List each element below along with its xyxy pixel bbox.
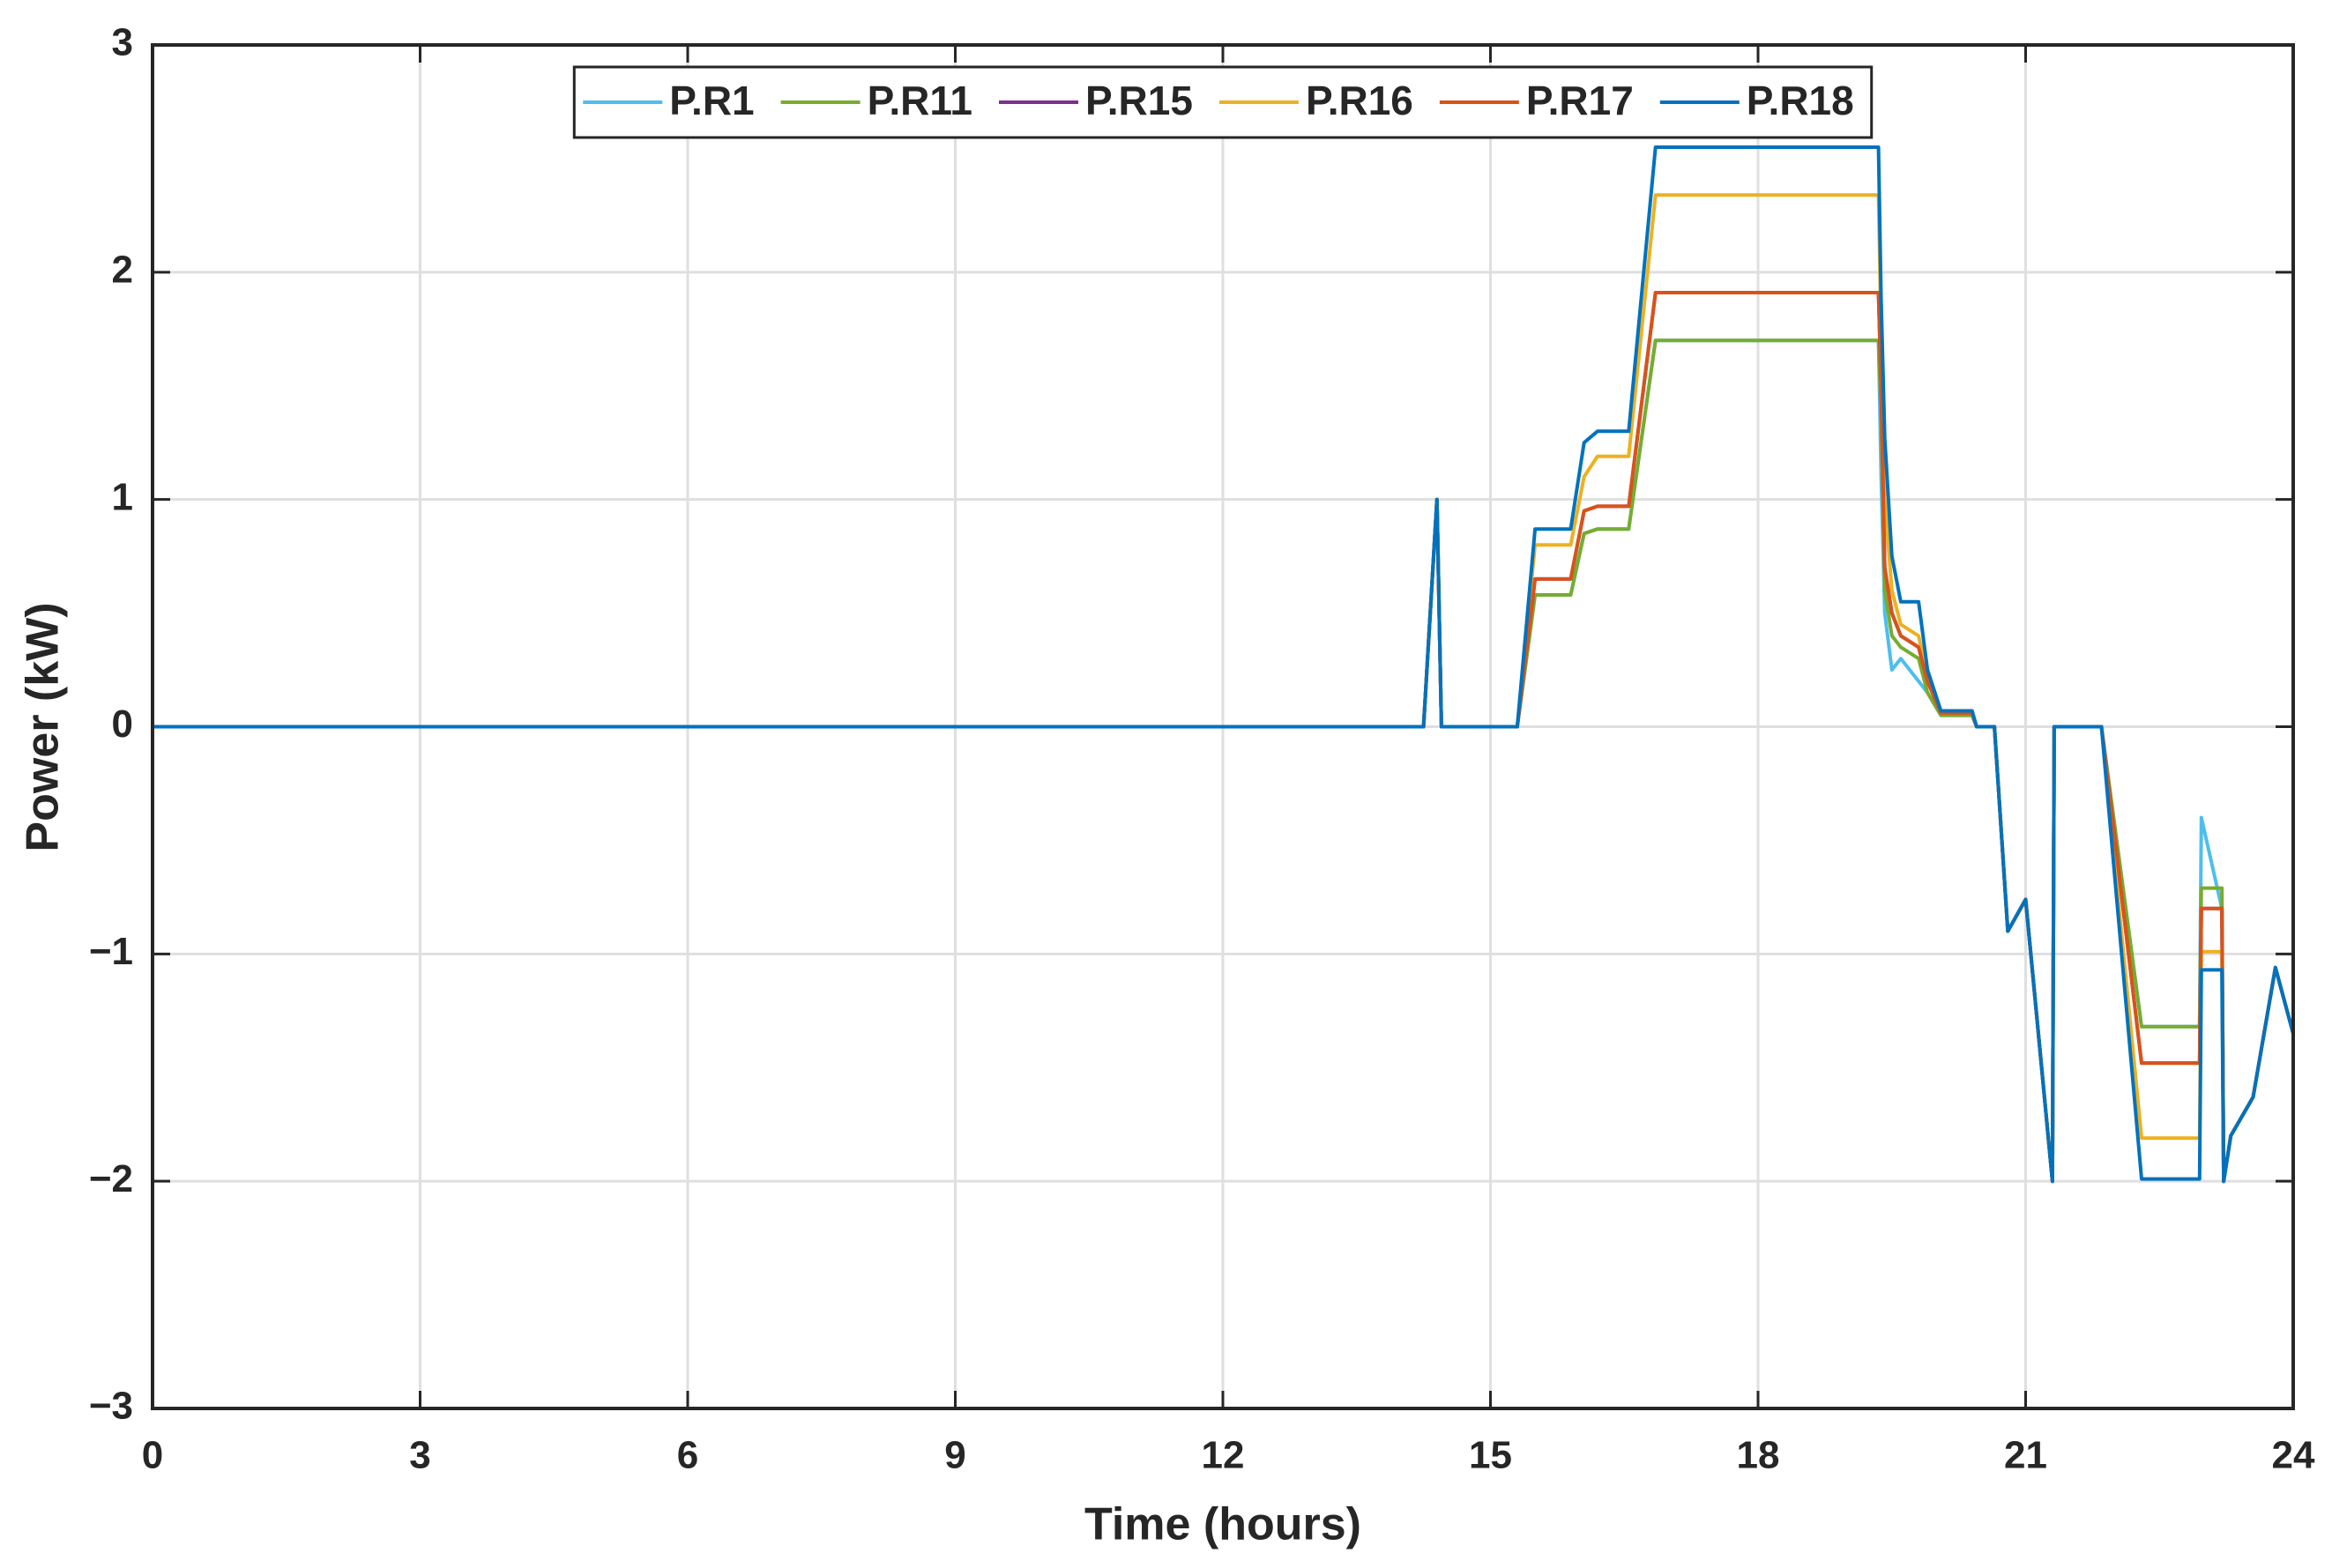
x-tick-label: 21 xyxy=(2004,1434,2047,1477)
x-tick-label: 15 xyxy=(1469,1434,1512,1477)
y-tick-label: 3 xyxy=(112,21,133,64)
legend-label: P.R18 xyxy=(1747,78,1854,123)
x-tick-label: 9 xyxy=(944,1434,965,1477)
legend: P.R1 P.R11 P.R15 P.R16 P.R17 P.R18 xyxy=(572,65,1874,139)
y-tick-label: −3 xyxy=(89,1385,133,1428)
y-tick-label: 1 xyxy=(112,475,133,518)
y-tick-label: 0 xyxy=(112,702,133,746)
x-tick-label: 6 xyxy=(677,1434,698,1477)
y-axis-label: Power (kW) xyxy=(18,602,69,851)
legend-label: P.R15 xyxy=(1085,78,1193,123)
y-tick-label: −1 xyxy=(89,930,133,973)
x-tick-label: 12 xyxy=(1202,1434,1245,1477)
series-line xyxy=(153,291,2295,1184)
legend-label: P.R17 xyxy=(1526,78,1634,123)
x-tick-label: 18 xyxy=(1737,1434,1780,1477)
y-tick-label: −2 xyxy=(89,1157,133,1200)
legend-label: P.R1 xyxy=(669,78,754,123)
legend-label: P.R11 xyxy=(868,78,972,123)
x-axis-label: Time (hours) xyxy=(1084,1499,1361,1550)
y-tick-label: 2 xyxy=(112,248,133,291)
series-line xyxy=(153,145,2295,1184)
x-tick-label: 24 xyxy=(2272,1434,2315,1477)
x-tick-label: 0 xyxy=(142,1434,163,1477)
legend-label: P.R16 xyxy=(1306,78,1413,123)
plot-frame xyxy=(151,43,2295,1410)
series-line xyxy=(153,338,2295,1184)
x-tick-label: 3 xyxy=(409,1434,430,1477)
